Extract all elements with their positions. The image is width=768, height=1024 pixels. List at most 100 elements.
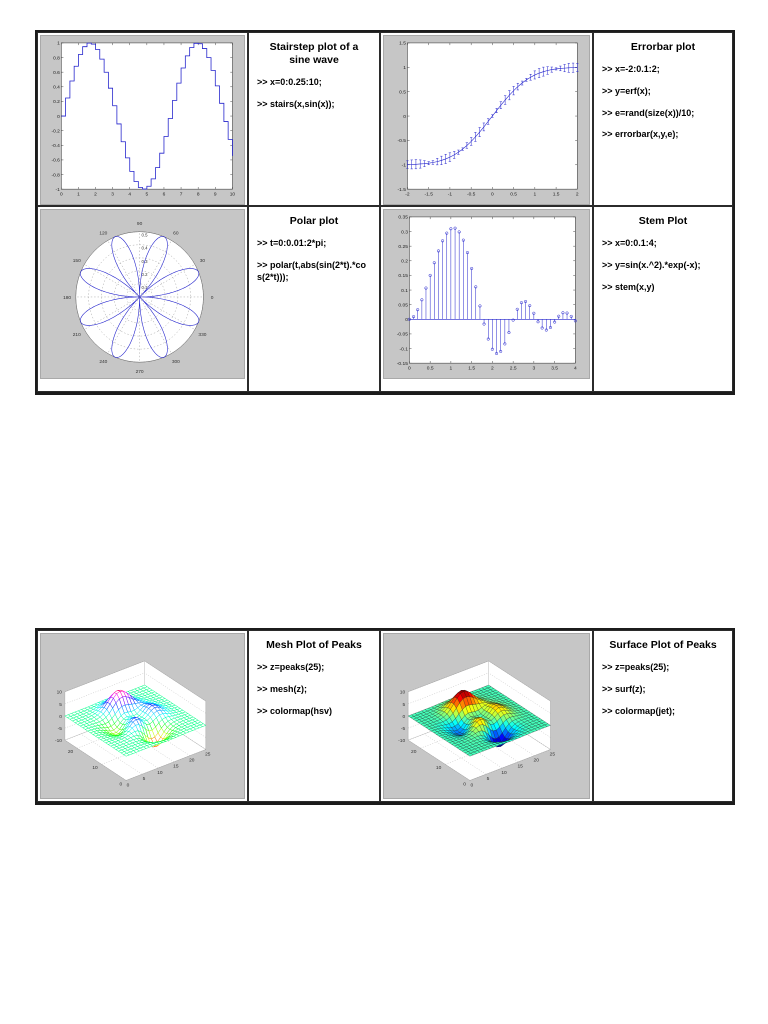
svg-text:0.5: 0.5 [399, 89, 406, 95]
code-line: >> errorbar(x,y,e); [602, 129, 679, 140]
surf-plot-figure: 0 5 10 15 20 25 0 10 20 -10 -5 0 5 10 [383, 633, 590, 799]
svg-text:10: 10 [157, 770, 163, 776]
svg-text:20: 20 [189, 758, 195, 764]
svg-text:10: 10 [501, 770, 507, 776]
svg-text:150: 150 [73, 258, 81, 264]
stem-figure-cell: 0 0.5 1 1.5 2 2.5 3 3.5 4 -0.15 -0.1 -0.05 0 0.05 0.1 0… [380, 206, 593, 392]
code-line: >> mesh(z); [257, 683, 308, 694]
code-line: >> polar(t,abs(sin(2*t).*cos(2*t))); [257, 259, 367, 282]
code-line: >> colormap(hsv) [257, 705, 333, 716]
svg-text:2: 2 [94, 192, 97, 198]
svg-text:-0.5: -0.5 [467, 192, 476, 198]
svg-text:3: 3 [532, 366, 535, 372]
svg-text:25: 25 [205, 751, 211, 757]
mesh-plot-figure: 0 5 10 15 20 25 0 10 20 -10 -5 0 5 10 [40, 633, 245, 799]
svg-text:120: 120 [99, 231, 107, 237]
code-line: >> x=0:0.25:10; [257, 77, 322, 88]
code-line: >> z=peaks(25); [602, 662, 670, 673]
svg-text:0: 0 [211, 295, 214, 301]
surf-title: Surface Plot of Peaks [609, 639, 717, 651]
errorbar-plot-figure: -2 -1.5 -1 -0.5 0 0.5 1 1.5 2 -1.5 -1 -0.5 0 0.5 1 1.5 [383, 35, 590, 205]
svg-text:4: 4 [128, 192, 131, 198]
svg-text:0.1: 0.1 [142, 285, 149, 290]
svg-text:20: 20 [534, 758, 540, 764]
svg-text:0.5: 0.5 [142, 233, 149, 238]
svg-text:0.3: 0.3 [401, 229, 408, 235]
svg-text:1: 1 [533, 192, 536, 198]
code-line: >> y=sin(x.^2).*exp(-x); [602, 259, 701, 270]
svg-text:1: 1 [57, 41, 60, 47]
stairs-title: Stairstep plot of a sine wave [269, 41, 359, 67]
svg-text:0: 0 [60, 192, 63, 198]
svg-text:7: 7 [180, 192, 183, 198]
svg-text:0.05: 0.05 [398, 302, 408, 308]
code-line: >> stairs(x,sin(x)); [257, 98, 335, 109]
code-line: >> x=-2:0.1:2; [602, 64, 660, 75]
svg-text:240: 240 [99, 359, 107, 365]
svg-text:180: 180 [63, 295, 71, 301]
svg-text:-1: -1 [448, 192, 453, 198]
code-line: >> y=erf(x); [602, 85, 651, 96]
svg-text:30: 30 [200, 258, 206, 264]
svg-text:-2: -2 [405, 192, 410, 198]
svg-text:10: 10 [436, 765, 442, 771]
svg-text:5: 5 [59, 702, 62, 708]
code-line: >> t=0:0.01:2*pi; [257, 238, 327, 249]
svg-text:0: 0 [491, 192, 494, 198]
svg-text:0.25: 0.25 [398, 244, 408, 250]
svg-text:60: 60 [173, 231, 179, 237]
svg-text:-0.8: -0.8 [52, 172, 61, 178]
svg-text:-1.5: -1.5 [398, 187, 407, 193]
code-line: >> z=peaks(25); [257, 662, 325, 673]
surf-description-cell: Surface Plot of Peaks >> z=peaks(25); >>… [593, 630, 733, 802]
stem-title: Stem Plot [638, 215, 688, 227]
stairs-figure-cell: 0 1 2 3 4 5 6 7 8 9 10 -1 -0.8 -0.6 -0.4 -0.2 0 0.2 0.4 0.6… [37, 32, 248, 206]
svg-text:210: 210 [73, 332, 81, 338]
svg-text:0.5: 0.5 [427, 366, 434, 372]
svg-text:0: 0 [408, 366, 411, 372]
svg-text:0.15: 0.15 [398, 273, 408, 279]
svg-text:330: 330 [198, 332, 206, 338]
stem-description-cell: Stem Plot >> x=0:0.1:4; >> y=sin(x.^2).*… [593, 206, 733, 392]
code-line: >> stem(x,y) [602, 281, 655, 292]
polar-description-cell: Polar plot >> t=0:0.01:2*pi; >> polar(t,… [248, 206, 380, 392]
svg-text:0.2: 0.2 [142, 272, 149, 277]
svg-text:6: 6 [163, 192, 166, 198]
svg-text:-0.05: -0.05 [397, 332, 408, 338]
svg-text:-1.5: -1.5 [425, 192, 434, 198]
svg-text:2.5: 2.5 [510, 366, 517, 372]
svg-text:90: 90 [137, 221, 143, 227]
svg-text:25: 25 [550, 751, 556, 757]
stairs-description-cell: Stairstep plot of a sine wave >> x=0:0.2… [248, 32, 380, 206]
svg-text:10: 10 [92, 765, 98, 771]
svg-text:0.5: 0.5 [510, 192, 517, 198]
svg-text:0: 0 [403, 114, 406, 120]
svg-text:0.35: 0.35 [398, 215, 408, 221]
svg-text:10: 10 [230, 192, 236, 198]
svg-text:-10: -10 [398, 738, 405, 744]
svg-text:15: 15 [173, 764, 179, 770]
svg-text:3: 3 [111, 192, 114, 198]
svg-text:0.2: 0.2 [401, 259, 408, 265]
svg-text:0: 0 [402, 714, 405, 720]
svg-text:1: 1 [403, 65, 406, 71]
plot-table-top: 0 1 2 3 4 5 6 7 8 9 10 -1 -0.8 -0.6 -0.4 -0.2 0 0.2 0.4 0.6… [35, 30, 735, 395]
svg-text:0: 0 [59, 714, 62, 720]
svg-text:-10: -10 [55, 738, 62, 744]
svg-text:1.5: 1.5 [468, 366, 475, 372]
svg-text:20: 20 [68, 749, 74, 755]
svg-text:0: 0 [405, 317, 408, 323]
svg-text:-0.2: -0.2 [52, 128, 61, 134]
svg-text:0: 0 [127, 782, 130, 788]
surf-figure-cell: 0 5 10 15 20 25 0 10 20 -10 -5 0 5 10 [380, 630, 593, 802]
plot-table-bottom: 0 5 10 15 20 25 0 10 20 -10 -5 0 5 10 Mesh Plot of Pe… [35, 628, 735, 805]
svg-text:0.4: 0.4 [53, 85, 60, 91]
svg-text:-0.15: -0.15 [397, 361, 408, 367]
svg-text:0.4: 0.4 [142, 246, 149, 251]
svg-text:1.5: 1.5 [553, 192, 560, 198]
mesh-figure-cell: 0 5 10 15 20 25 0 10 20 -10 -5 0 5 10 [37, 630, 248, 802]
svg-text:5: 5 [402, 702, 405, 708]
svg-text:1: 1 [77, 192, 80, 198]
svg-text:1.5: 1.5 [399, 41, 406, 47]
